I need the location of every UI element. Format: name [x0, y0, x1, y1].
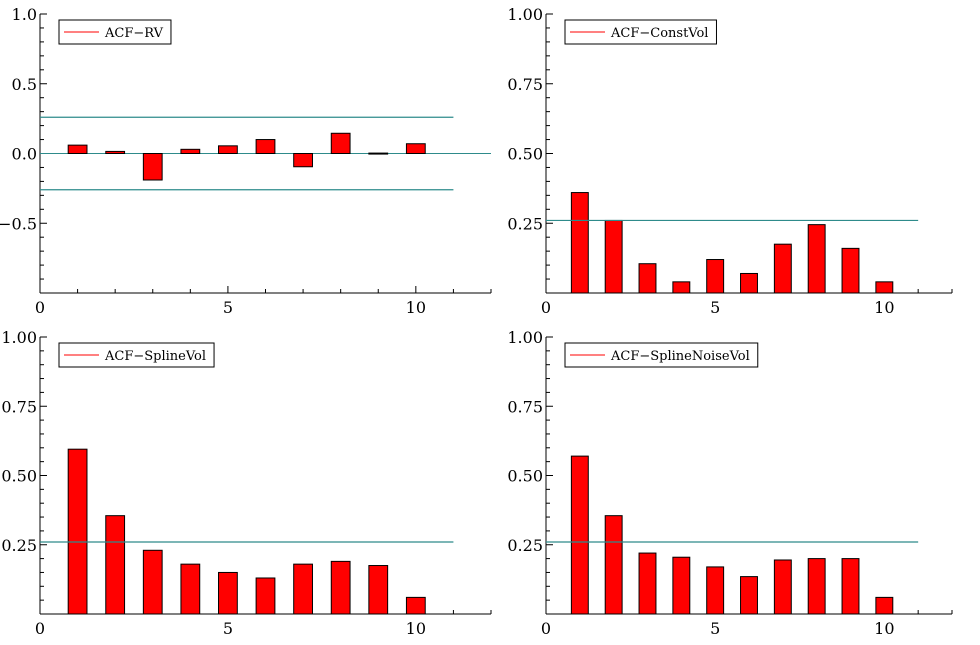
bar-lag-4 — [180, 563, 201, 615]
x-tick-label: 10 — [406, 298, 426, 317]
legend-label: ACF−SplineVol — [104, 349, 206, 364]
y-tick-label: 0.5 — [12, 75, 37, 94]
bar-lag-8 — [807, 224, 826, 294]
y-tick-label: 1.0 — [12, 5, 37, 24]
bar-lag-4 — [672, 281, 691, 294]
bar-lag-3 — [142, 153, 163, 181]
y-tick-label: 0.50 — [507, 145, 543, 164]
bar-lag-9 — [368, 152, 389, 155]
bar-lag-8 — [330, 560, 351, 615]
chart-panel-4: 0 5 10 1.00 0.75 0.50 0.25 ACF−SplineNoiseVol — [507, 328, 953, 638]
x-tick-label: 5 — [223, 619, 233, 638]
x-tick-label: 10 — [874, 619, 894, 638]
legend-label: ACF−SplineNoiseVol — [610, 349, 750, 364]
chart-panel-2: 0 5 10 1.00 0.75 0.50 0.25 ACF−ConstVol — [507, 5, 953, 317]
legend: ACF−SplineNoiseVol — [564, 342, 759, 368]
chart-panel-1: 0 5 10 1.0 0.5 0.0 −0.5 ACF−RV — [0, 5, 492, 317]
bar-lag-1 — [570, 455, 589, 615]
y-tick-label: 0.25 — [1, 536, 37, 555]
bar-lag-5 — [706, 566, 725, 615]
bar-lag-7 — [293, 563, 313, 615]
y-tick-label: 1.00 — [1, 328, 37, 347]
y-tick-label: 1.00 — [507, 5, 543, 24]
bar-lag-4 — [180, 148, 201, 155]
x-tick-label: 0 — [541, 298, 551, 317]
y-tick-label: −0.5 — [0, 214, 37, 233]
bar-lag-2 — [105, 150, 126, 155]
bar-lag-6 — [740, 576, 758, 615]
x-tick-label: 5 — [710, 298, 720, 317]
y-tick-label: 0.25 — [507, 536, 543, 555]
y-tick-label: 0.75 — [507, 75, 543, 94]
y-tick-label: 0.50 — [507, 467, 543, 486]
x-tick-label: 0 — [35, 298, 45, 317]
bar-lag-1 — [67, 448, 88, 615]
bar-lag-5 — [218, 571, 238, 615]
y-tick-label: 1.00 — [507, 328, 543, 347]
bar-lag-3 — [638, 263, 657, 294]
bar-lag-2 — [604, 219, 623, 294]
legend: ACF−SplineVol — [58, 342, 215, 368]
bar-lag-1 — [570, 192, 589, 294]
bar-lag-7 — [773, 559, 792, 615]
bar-lag-10 — [405, 596, 426, 615]
bar-lag-9 — [841, 558, 860, 615]
bar-lag-6 — [740, 272, 758, 294]
x-tick-label: 10 — [874, 298, 894, 317]
bar-lag-4 — [672, 556, 691, 615]
bar-lag-5 — [218, 145, 238, 154]
bar-lag-5 — [706, 259, 725, 294]
x-tick-label: 5 — [223, 298, 233, 317]
bar-lag-9 — [841, 247, 860, 294]
bar-lag-10 — [875, 596, 894, 615]
bar-lag-7 — [773, 243, 792, 294]
y-tick-label: 0.75 — [1, 397, 37, 416]
bar-lag-6 — [255, 139, 276, 155]
bar-lag-1 — [67, 144, 88, 155]
bar-lag-6 — [255, 577, 276, 615]
y-tick-label: 0.25 — [507, 214, 543, 233]
bar-lag-2 — [604, 515, 623, 615]
bar-lag-8 — [807, 558, 826, 615]
bar-lag-7 — [293, 153, 313, 168]
y-tick-label: 0.50 — [1, 467, 37, 486]
bar-lag-3 — [638, 552, 657, 615]
x-tick-label: 0 — [541, 619, 551, 638]
legend-label: ACF−RV — [104, 26, 164, 41]
legend: ACF−ConstVol — [564, 19, 717, 45]
x-tick-label: 5 — [710, 619, 720, 638]
legend-label: ACF−ConstVol — [610, 26, 708, 41]
y-tick-label: 0.75 — [507, 397, 543, 416]
x-tick-label: 0 — [35, 619, 45, 638]
y-tick-label: 0.0 — [12, 145, 37, 164]
x-tick-label: 10 — [406, 619, 426, 638]
bar-lag-3 — [142, 549, 163, 615]
bar-lag-9 — [368, 565, 389, 615]
legend: ACF−RV — [58, 19, 172, 45]
bar-lag-8 — [330, 132, 351, 155]
bar-lag-2 — [105, 515, 126, 615]
bar-lag-10 — [405, 143, 426, 155]
chart-panel-3: 0 5 10 1.00 0.75 0.50 0.25 ACF−SplineVol — [1, 328, 492, 638]
bar-lag-10 — [875, 281, 894, 294]
